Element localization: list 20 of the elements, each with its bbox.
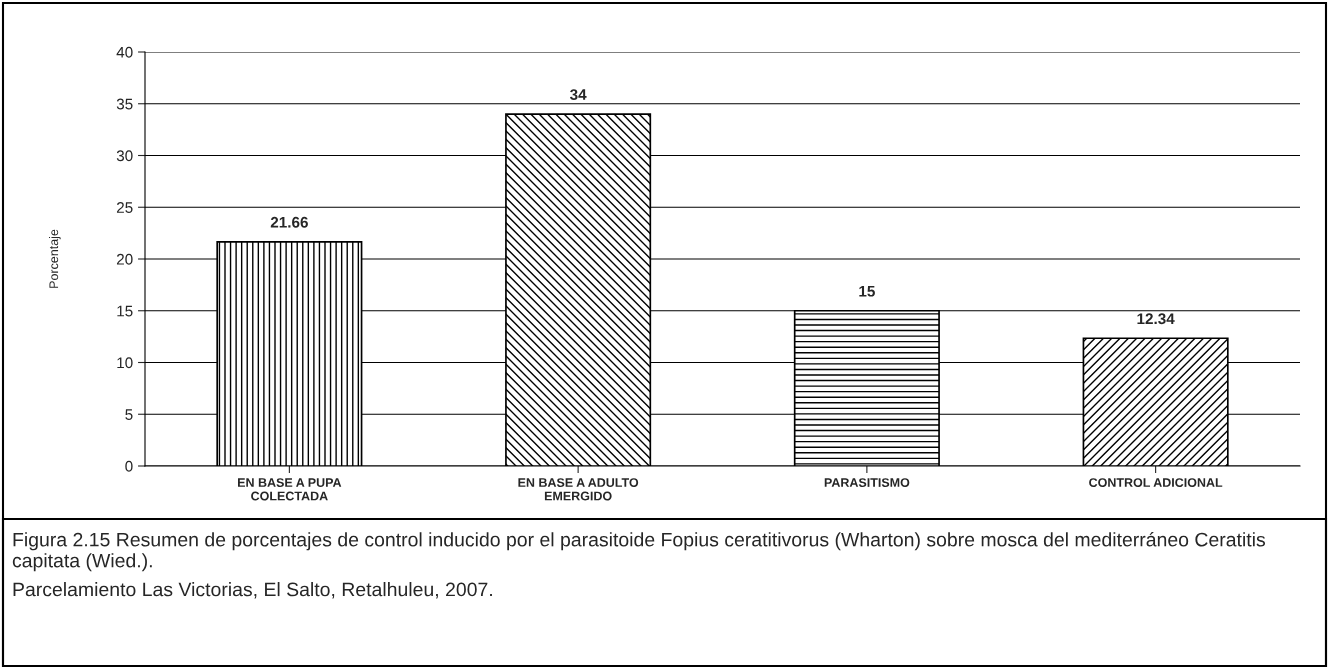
y-tick-label: 15 bbox=[117, 305, 133, 317]
text: Parcelamiento Las Victorias, El Salto, Retalhuleu, 2007. bbox=[13, 582, 492, 599]
y-tick-label: 0 bbox=[125, 460, 133, 472]
y-tick-label: 40 bbox=[116, 46, 133, 58]
y-tick-label: 20 bbox=[116, 253, 133, 265]
data-label: 21.66 bbox=[270, 216, 308, 228]
y-axis-title: Porcentaje bbox=[48, 229, 61, 288]
y-tick-label: 30 bbox=[116, 150, 133, 162]
x-tick-label: EN BASE A PUPA COLECTADA bbox=[238, 478, 342, 501]
y-tick-label: 5 bbox=[125, 409, 133, 420]
y-tick-label: 25 bbox=[116, 202, 133, 213]
x-tick-label: PARASITISMO bbox=[824, 478, 910, 487]
y-tick-label: 10 bbox=[117, 357, 133, 369]
data-label: 34 bbox=[569, 89, 587, 100]
x-tick-label: EN BASE A ADULTO EMERGIDO bbox=[518, 478, 639, 501]
y-tick-label: 35 bbox=[116, 98, 133, 110]
data-label: 12.34 bbox=[1137, 313, 1175, 325]
data-label: 15 bbox=[859, 285, 875, 297]
text: Figura 2.15 Resumen de porcentajes de control inducido por el parasitoide Fopius ceratitivorus (Wharton) sobre mosca del mediterráneo Ceratitis capitata (Wied.). bbox=[12, 532, 1266, 572]
x-tick-label: CONTROL ADICIONAL bbox=[1089, 478, 1223, 487]
